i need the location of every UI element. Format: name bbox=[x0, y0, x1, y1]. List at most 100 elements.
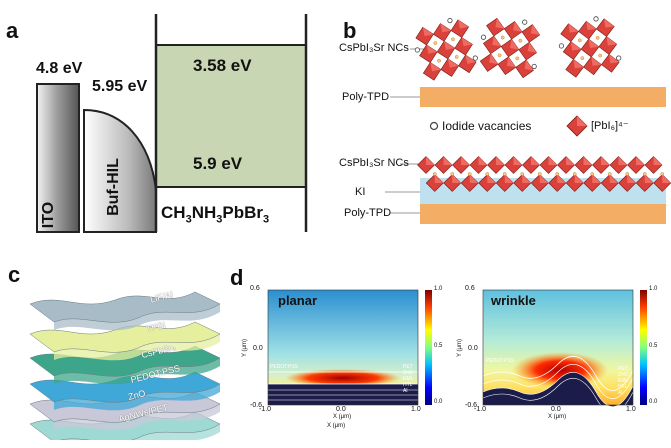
wrinkle-layer-pedot: PEDOT:PSS bbox=[486, 358, 515, 364]
pbi6-octahedron bbox=[635, 174, 654, 192]
pbi6-octahedron bbox=[618, 174, 637, 192]
pbi6-octahedron bbox=[609, 156, 628, 174]
planar-cbar-max: 1.0 bbox=[434, 286, 443, 292]
pbi6-octahedron bbox=[539, 156, 558, 174]
pbi6-octahedron bbox=[600, 174, 619, 192]
polytpd-label-bottom: Poly-TPD bbox=[344, 207, 392, 219]
pbi6-octahedron bbox=[434, 156, 453, 174]
cs-cation bbox=[450, 172, 455, 176]
iodide-vacancy bbox=[447, 17, 453, 24]
cs-cation bbox=[578, 38, 582, 43]
pbi6-label: [PbI₆]⁴⁻ bbox=[591, 120, 629, 132]
pbi6-octahedron bbox=[504, 156, 523, 174]
pbi6-octahedron bbox=[521, 24, 541, 43]
planar-xtick-mid: 0.0 bbox=[336, 406, 346, 413]
panel-label-d: d bbox=[230, 265, 244, 290]
perovskite-gap bbox=[155, 44, 307, 188]
wrinkle-cbar-max: 1.0 bbox=[649, 286, 658, 292]
iodide-vacancy bbox=[472, 55, 478, 61]
pbi6-octahedron bbox=[500, 38, 520, 58]
pbi6-octahedron bbox=[583, 174, 602, 192]
pbi6-octahedron bbox=[469, 156, 488, 174]
pbi6-octahedron bbox=[578, 20, 597, 40]
wrinkle-cbar-mid: 0.5 bbox=[649, 343, 658, 349]
device-layer bbox=[29, 371, 221, 411]
nc-cluster bbox=[479, 17, 541, 79]
wrinkle-ytick-mid: 0.0 bbox=[468, 345, 478, 352]
pbi6-octahedron bbox=[513, 174, 532, 192]
pbi6-octahedron bbox=[598, 36, 618, 55]
wrinkle-ytick-top: 0.6 bbox=[465, 285, 475, 292]
planar-xlabel-outer: X (μm) bbox=[327, 423, 346, 429]
pbi6-octahedron bbox=[415, 26, 434, 46]
ito-work-function: 4.8 eV bbox=[36, 60, 83, 77]
ncs-label-top: CsPbI₃Sr NCs bbox=[339, 42, 409, 54]
cs-cation bbox=[454, 55, 459, 59]
pbi6-octahedron bbox=[436, 40, 456, 60]
planar-ytick-top: 0.6 bbox=[250, 285, 260, 292]
pbi6-octahedron bbox=[417, 156, 435, 174]
cs-cation bbox=[437, 58, 441, 63]
pbi6-octahedron bbox=[548, 174, 567, 192]
planar-cbar-min: 0.0 bbox=[434, 399, 443, 405]
pbi6-octahedron bbox=[515, 59, 534, 79]
planar-title: planar bbox=[278, 293, 318, 308]
wrinkle-xtick-mid: 0.0 bbox=[551, 406, 561, 413]
wrinkle-title: wrinkle bbox=[491, 293, 536, 308]
wrinkle-cbar-min: 0.0 bbox=[649, 399, 658, 405]
pbi6-octahedron bbox=[627, 156, 645, 174]
planar-layer-stack: PET ZnO EML HTL Al bbox=[403, 364, 414, 394]
cs-cation bbox=[598, 53, 602, 58]
panel-label-c: c bbox=[8, 262, 21, 287]
cs-cation bbox=[595, 36, 600, 40]
planar-ylabel: Y (μm) bbox=[242, 338, 249, 358]
pbi6-octahedron bbox=[425, 174, 444, 192]
wrinkle-xtick-left: -1.0 bbox=[474, 406, 487, 413]
cs-cation bbox=[607, 172, 612, 176]
pbi6-octahedron bbox=[574, 156, 593, 174]
pbi6-octahedron bbox=[583, 56, 602, 76]
nc-cluster bbox=[414, 17, 478, 81]
wrinkle-xtick-right: 1.0 bbox=[626, 406, 636, 413]
cs-cation bbox=[590, 172, 595, 176]
iodide-vacancy bbox=[480, 34, 487, 40]
planar-xtick-right: 1.0 bbox=[411, 406, 421, 413]
pbi6-octahedron bbox=[557, 156, 575, 174]
device-layer bbox=[29, 291, 221, 331]
nc-passivation-schematic bbox=[385, 16, 671, 224]
planar-xtick-left: -1.0 bbox=[259, 406, 272, 413]
pbi6-octahedron bbox=[503, 20, 523, 40]
pbi6-octahedron bbox=[560, 23, 580, 43]
planar-xlabel: X (μm) bbox=[333, 414, 352, 420]
cs-cation bbox=[502, 172, 507, 176]
pbi6-octahedron bbox=[443, 174, 462, 192]
cs-cation bbox=[515, 56, 520, 61]
pbi6-octahedron bbox=[562, 41, 582, 60]
iodide-vacancy bbox=[616, 55, 622, 61]
iodide-vacancy bbox=[522, 19, 528, 25]
polytpd-layer-top bbox=[420, 87, 666, 107]
ncs-label-bottom: CsPbI₃Sr NCs bbox=[339, 157, 409, 169]
iodide-vacancy bbox=[531, 63, 537, 70]
bufhil-label: Buf-HIL bbox=[105, 158, 122, 216]
cs-cation bbox=[467, 172, 472, 176]
wrinkle-layer-stack: PET ZnO EML HTL Al bbox=[618, 366, 629, 396]
pbi6-octahedron bbox=[522, 156, 540, 174]
pbi6-octahedron bbox=[454, 37, 473, 56]
pbi6-octahedron bbox=[440, 58, 459, 77]
device-layer bbox=[29, 321, 221, 361]
planar-ytick-bot: -0.6 bbox=[250, 402, 263, 409]
pbi6-octahedron bbox=[458, 54, 477, 74]
planar-cbar-mid: 0.5 bbox=[434, 343, 443, 349]
cs-cation bbox=[580, 56, 585, 60]
energy-level-diagram bbox=[36, 14, 308, 233]
cs-cation bbox=[500, 35, 505, 40]
pbi6-octahedron bbox=[419, 44, 438, 63]
pbi6-octahedron bbox=[565, 174, 584, 192]
pbi6-octahedron bbox=[433, 23, 452, 42]
iodide-vacancy bbox=[414, 47, 420, 53]
octahedron-icon bbox=[566, 115, 588, 137]
pbi6-octahedron bbox=[497, 56, 517, 76]
perovskite-label: CH3NH3PbBr3 bbox=[161, 203, 270, 226]
wrinkle-ylabel: Y (μm) bbox=[457, 338, 464, 358]
